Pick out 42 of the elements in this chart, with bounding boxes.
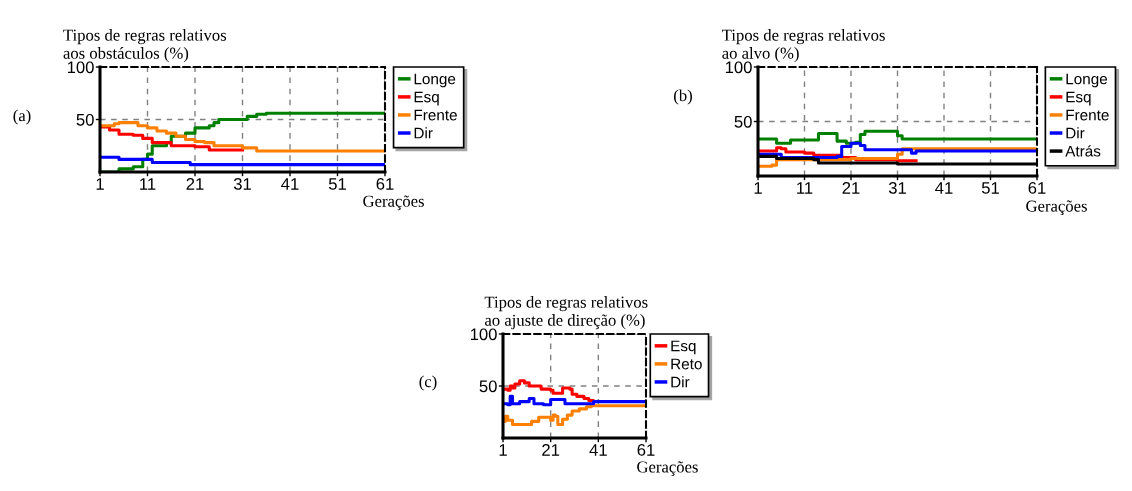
legend-label: Esq xyxy=(671,340,696,355)
x-tick-label: 51 xyxy=(328,178,346,190)
legend-label: Reto xyxy=(671,358,702,370)
legend-label: Esq xyxy=(414,91,439,106)
x-tick-label: 61 xyxy=(637,444,655,456)
legend-label: Frente xyxy=(1066,109,1109,121)
legend-label: Dir xyxy=(671,376,690,388)
x-tick-label: 1 xyxy=(499,444,507,456)
x-tick-label: 41 xyxy=(935,182,953,194)
x-tick-label: 1 xyxy=(754,182,762,194)
x-tick-label: 21 xyxy=(186,178,204,190)
text: (c) xyxy=(419,375,437,391)
x-tick-label: 21 xyxy=(542,444,560,456)
x-tick-label: 61 xyxy=(376,178,394,190)
y-tick-label: 50 xyxy=(479,380,497,393)
legend-label: Longe xyxy=(1066,73,1108,88)
legend-label: Dir xyxy=(1066,127,1085,139)
legend-label: Atrás xyxy=(1065,145,1101,157)
y-tick-label: 100 xyxy=(470,328,497,341)
x-axis-title: Gerações xyxy=(637,461,698,476)
y-tick-label: 50 xyxy=(76,113,94,126)
y-tick-label: 100 xyxy=(725,61,752,74)
x-tick-label: 11 xyxy=(140,178,156,190)
x-tick-label: 61 xyxy=(1028,182,1046,194)
x-tick-label: 41 xyxy=(589,444,607,456)
y-tick-label: 50 xyxy=(734,115,752,128)
text: (a) xyxy=(13,109,31,125)
legend-label: Longe xyxy=(414,73,456,88)
legend-label: Frente xyxy=(414,109,457,121)
text: (b) xyxy=(674,89,692,105)
x-tick-label: 21 xyxy=(842,182,860,194)
legend-label: Dir xyxy=(414,127,433,139)
y-tick-label: 100 xyxy=(67,61,94,74)
x-axis-title: Gerações xyxy=(363,195,424,211)
x-tick-label: 1 xyxy=(96,178,104,190)
x-tick-label: 31 xyxy=(233,178,251,190)
legend-label: Esq xyxy=(1066,91,1091,106)
x-tick-label: 41 xyxy=(281,178,299,190)
x-tick-label: 31 xyxy=(888,182,906,194)
x-tick-label: 11 xyxy=(797,182,813,194)
x-tick-label: 51 xyxy=(981,182,999,194)
x-axis-title: Gerações xyxy=(1026,200,1087,216)
